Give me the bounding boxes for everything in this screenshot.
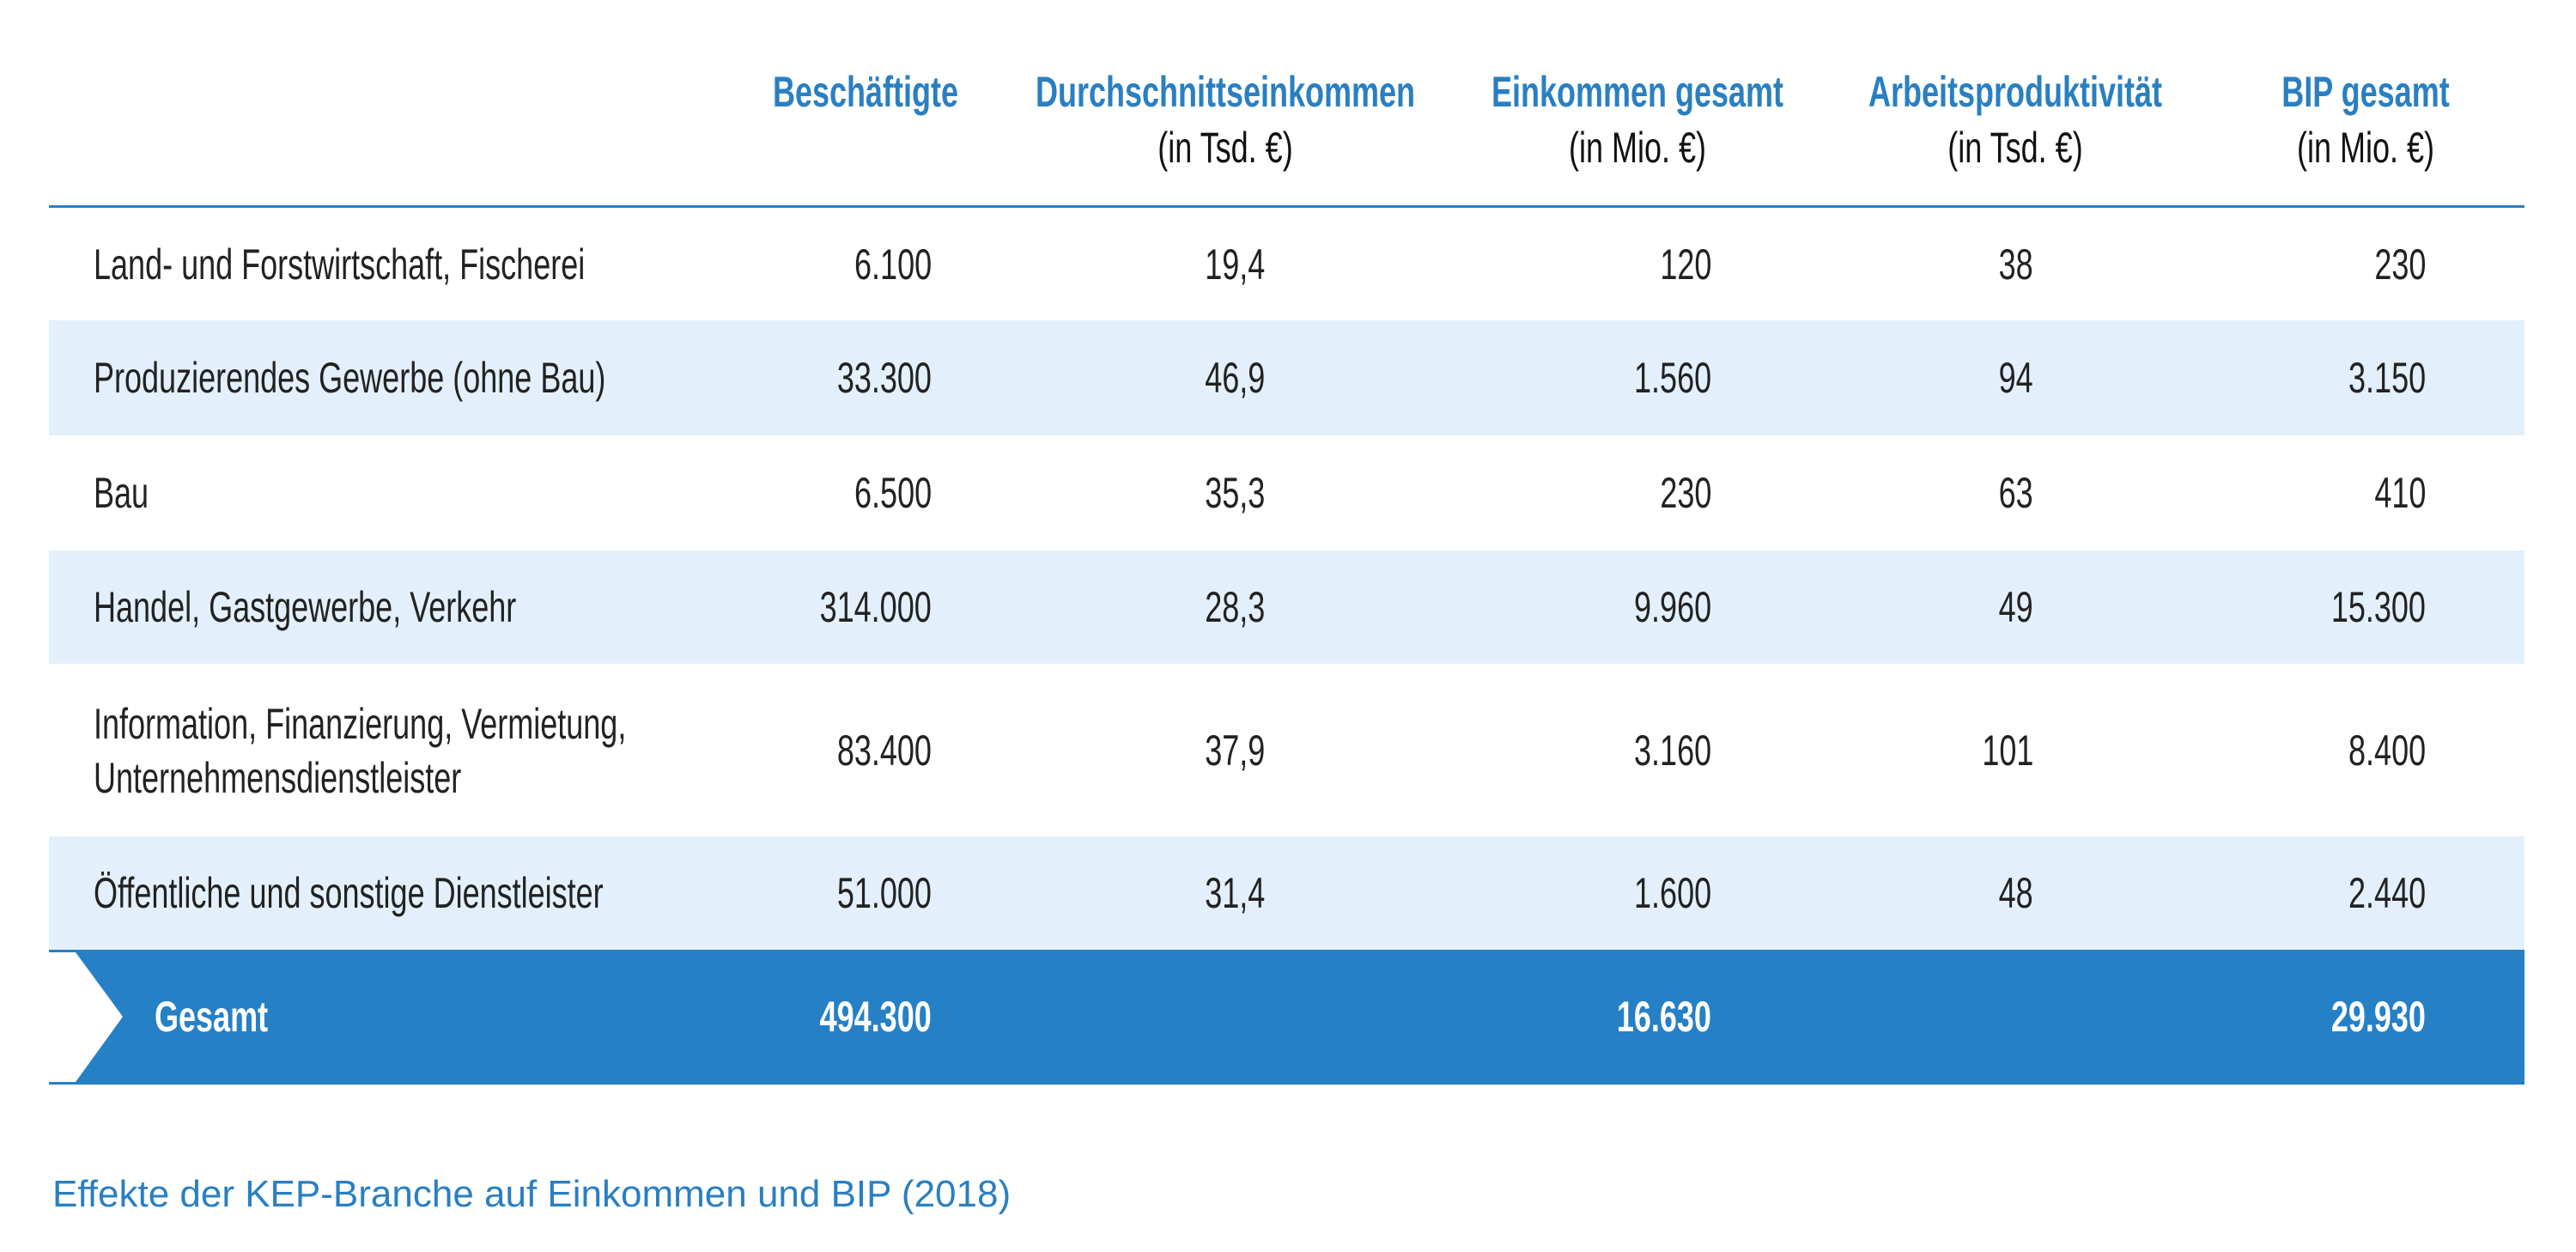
cell-value: 15.300 — [2330, 583, 2426, 631]
cell-value: 2.440 — [2348, 869, 2426, 917]
cell-value: 33.300 — [836, 354, 932, 402]
cell-value: 314.000 — [819, 583, 932, 631]
row-label: Information, Finanzierung, Vermietung, — [94, 699, 627, 748]
cell-value: 6.500 — [854, 469, 932, 517]
cell-value: 37,9 — [1204, 726, 1265, 775]
cell-value: 19,4 — [1204, 240, 1265, 289]
row-label: Bau — [94, 469, 149, 517]
column-unit: (in Tsd. €) — [1947, 124, 2083, 172]
cell-value: 46,9 — [1204, 354, 1265, 402]
total-label: Gesamt — [155, 993, 269, 1041]
cell-value: 230 — [1659, 469, 1711, 517]
column-unit: (in Mio. €) — [1568, 124, 1707, 172]
cell-value: 8.400 — [2348, 726, 2426, 775]
cell-value: 101 — [1981, 726, 2033, 775]
cell-value: 3.150 — [2348, 354, 2426, 402]
total-value: 494.300 — [819, 993, 932, 1041]
cell-value: 1.600 — [1633, 869, 1711, 917]
cell-value: 120 — [1659, 240, 1711, 289]
caption: Effekte der KEP-Branche auf Einkommen un… — [52, 1173, 1012, 1215]
row-label: Öffentliche und sonstige Dienstleister — [94, 869, 604, 917]
total-chevron — [49, 952, 123, 1082]
column-header: BIP gesamt — [2281, 68, 2450, 116]
cell-value: 51.000 — [836, 869, 932, 917]
row-band — [49, 320, 2524, 435]
cell-value: 1.560 — [1633, 354, 1711, 402]
column-unit: (in Mio. €) — [2296, 124, 2435, 172]
cell-value: 3.160 — [1633, 726, 1711, 775]
row-band — [49, 550, 2524, 664]
total-value: 16.630 — [1616, 993, 1711, 1041]
header-rule — [49, 205, 2524, 208]
cell-value: 49 — [1998, 583, 2033, 631]
cell-value: 94 — [1998, 354, 2033, 402]
row-label: Unternehmensdienstleister — [94, 753, 462, 802]
cell-value: 83.400 — [836, 726, 932, 775]
row-band — [49, 836, 2524, 950]
column-header: Durchschnittseinkommen — [1035, 68, 1416, 116]
column-unit: (in Tsd. €) — [1157, 124, 1293, 172]
cell-value: 38 — [1998, 240, 2033, 289]
total-value: 29.930 — [2330, 993, 2426, 1041]
column-header: Beschäftigte — [772, 68, 959, 116]
row-label: Produzierendes Gewerbe (ohne Bau) — [94, 354, 606, 402]
cell-value: 9.960 — [1633, 583, 1711, 631]
cell-value: 28,3 — [1204, 583, 1265, 631]
column-header: Einkommen gesamt — [1491, 68, 1784, 116]
total-background — [49, 950, 2524, 1085]
cell-value: 35,3 — [1204, 469, 1265, 517]
column-header: Arbeitsproduktivität — [1868, 68, 2163, 116]
cell-value: 31,4 — [1204, 869, 1265, 917]
cell-value: 6.100 — [854, 240, 932, 289]
cell-value: 230 — [2373, 240, 2426, 289]
cell-value: 48 — [1998, 869, 2033, 917]
row-label: Land- und Forstwirtschaft, Fischerei — [94, 240, 586, 289]
row-label: Handel, Gastgewerbe, Verkehr — [94, 583, 517, 631]
cell-value: 63 — [1998, 469, 2033, 517]
cell-value: 410 — [2373, 469, 2426, 517]
